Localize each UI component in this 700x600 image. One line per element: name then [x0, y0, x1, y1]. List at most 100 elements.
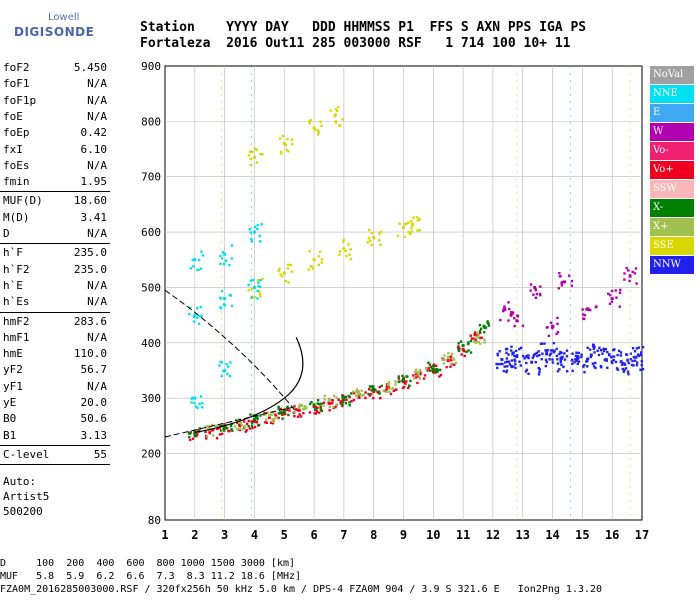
scatter-dot	[408, 384, 411, 388]
data-point-nnw	[515, 355, 519, 359]
scatter-dot	[372, 396, 375, 400]
scatter-dot	[624, 367, 628, 370]
scatter-dot	[328, 402, 332, 405]
scatter-dot	[544, 364, 548, 368]
param-value: N/A	[87, 330, 107, 344]
scatter-dot	[334, 113, 338, 116]
scatter-dot	[414, 368, 418, 371]
scatter-dot	[487, 324, 491, 327]
scatter-dot	[308, 411, 312, 414]
scatter-dot	[538, 370, 541, 374]
scatter-dot	[560, 363, 563, 367]
scatter-dot	[253, 225, 257, 229]
param-separator	[0, 444, 110, 446]
scatter-dot	[586, 359, 589, 363]
scatter-dot	[336, 109, 339, 113]
scatter-dot	[477, 341, 481, 344]
station-header: Station YYYY DAY DDD HHMMSS P1 FFS S AXN…	[140, 20, 586, 52]
scatter-dot	[563, 358, 567, 361]
scatter-dot	[429, 365, 433, 369]
scatter-dot	[537, 366, 540, 370]
bottom-line3: FZA0M_2016285003000.RSF / 320fx256h 50 k…	[0, 584, 603, 595]
scatter-dot	[378, 385, 382, 389]
scatter-dot	[627, 372, 630, 376]
scatter-dot	[193, 401, 196, 405]
scatter-dot	[247, 289, 250, 292]
param-row: yF1 N/A	[3, 379, 107, 395]
legend-item-sse: SSE	[650, 237, 694, 255]
scatter-dot	[317, 263, 321, 267]
scatter-dot	[507, 307, 511, 311]
scatter-dot	[248, 150, 252, 153]
data-point-w	[533, 285, 537, 289]
scatter-dot	[640, 363, 643, 367]
scatter-dot	[636, 353, 640, 356]
scatter-dot	[281, 134, 285, 138]
scatter-dot	[627, 361, 630, 365]
scatter-dot	[559, 358, 562, 362]
scatter-dot	[548, 354, 552, 357]
scatter-dot	[416, 219, 419, 222]
scatter-dot	[639, 353, 643, 356]
scatter-dot	[323, 398, 326, 401]
param-row: M(D) 3.41	[3, 210, 107, 226]
scatter-dot	[502, 308, 505, 311]
scatter-dot	[258, 240, 262, 243]
param-row: foE N/A	[3, 109, 107, 125]
scatter-dot	[504, 347, 508, 351]
scatter-dot	[322, 401, 326, 405]
scatter-dot	[258, 234, 261, 238]
scatter-dot	[285, 148, 288, 152]
scatter-dot	[412, 374, 415, 377]
scatter-dot	[601, 352, 604, 355]
scatter-dot	[602, 347, 605, 351]
scatter-dot	[558, 352, 561, 356]
scatter-dot	[251, 278, 255, 282]
scatter-dot	[256, 297, 259, 300]
scatter-dot	[299, 415, 303, 418]
scatter-dot	[637, 346, 641, 349]
scatter-dot	[341, 118, 344, 121]
scatter-dot	[271, 417, 274, 421]
scatter-dot	[608, 353, 611, 356]
scatter-dot	[559, 356, 562, 360]
scatter-dot	[512, 351, 515, 354]
scatter-dot	[269, 421, 273, 424]
scatter-dot	[250, 287, 254, 291]
scatter-dot	[320, 261, 323, 264]
param-value: N/A	[87, 227, 107, 240]
scatter-dot	[548, 358, 551, 361]
param-row: fxI 6.10	[3, 142, 107, 158]
scatter-dot	[309, 119, 313, 122]
scatter-dot	[366, 241, 370, 244]
scatter-dot	[201, 402, 204, 405]
scatter-dot	[525, 368, 529, 372]
legend-item-e: E	[650, 104, 694, 122]
scatter-dot	[403, 222, 407, 226]
scatter-dot	[513, 359, 517, 363]
scatter-dot	[287, 281, 290, 284]
scatter-dot	[556, 316, 559, 320]
scatter-dot	[495, 362, 498, 366]
scatter-dot	[335, 396, 339, 399]
scatter-dot	[259, 152, 262, 156]
scatter-dot	[341, 395, 344, 399]
scatter-dot	[230, 304, 234, 308]
logo-line1: Lowell	[48, 12, 80, 23]
scatter-dot	[615, 296, 618, 299]
param-value: N/A	[87, 158, 107, 172]
scatter-dot	[469, 351, 473, 354]
data-point-x	[431, 364, 435, 368]
scatter-dot	[631, 270, 634, 274]
scatter-dot	[497, 363, 500, 366]
scatter-dot	[300, 404, 304, 408]
scatter-dot	[588, 348, 592, 351]
scatter-dot	[341, 403, 344, 406]
scatter-dot	[395, 388, 398, 391]
data-point-nnw	[619, 360, 623, 364]
scatter-dot	[443, 354, 446, 357]
scatter-dot	[405, 375, 408, 378]
scatter-dot	[536, 354, 539, 358]
scatter-dot	[342, 238, 346, 242]
scatter-dot	[473, 331, 477, 334]
